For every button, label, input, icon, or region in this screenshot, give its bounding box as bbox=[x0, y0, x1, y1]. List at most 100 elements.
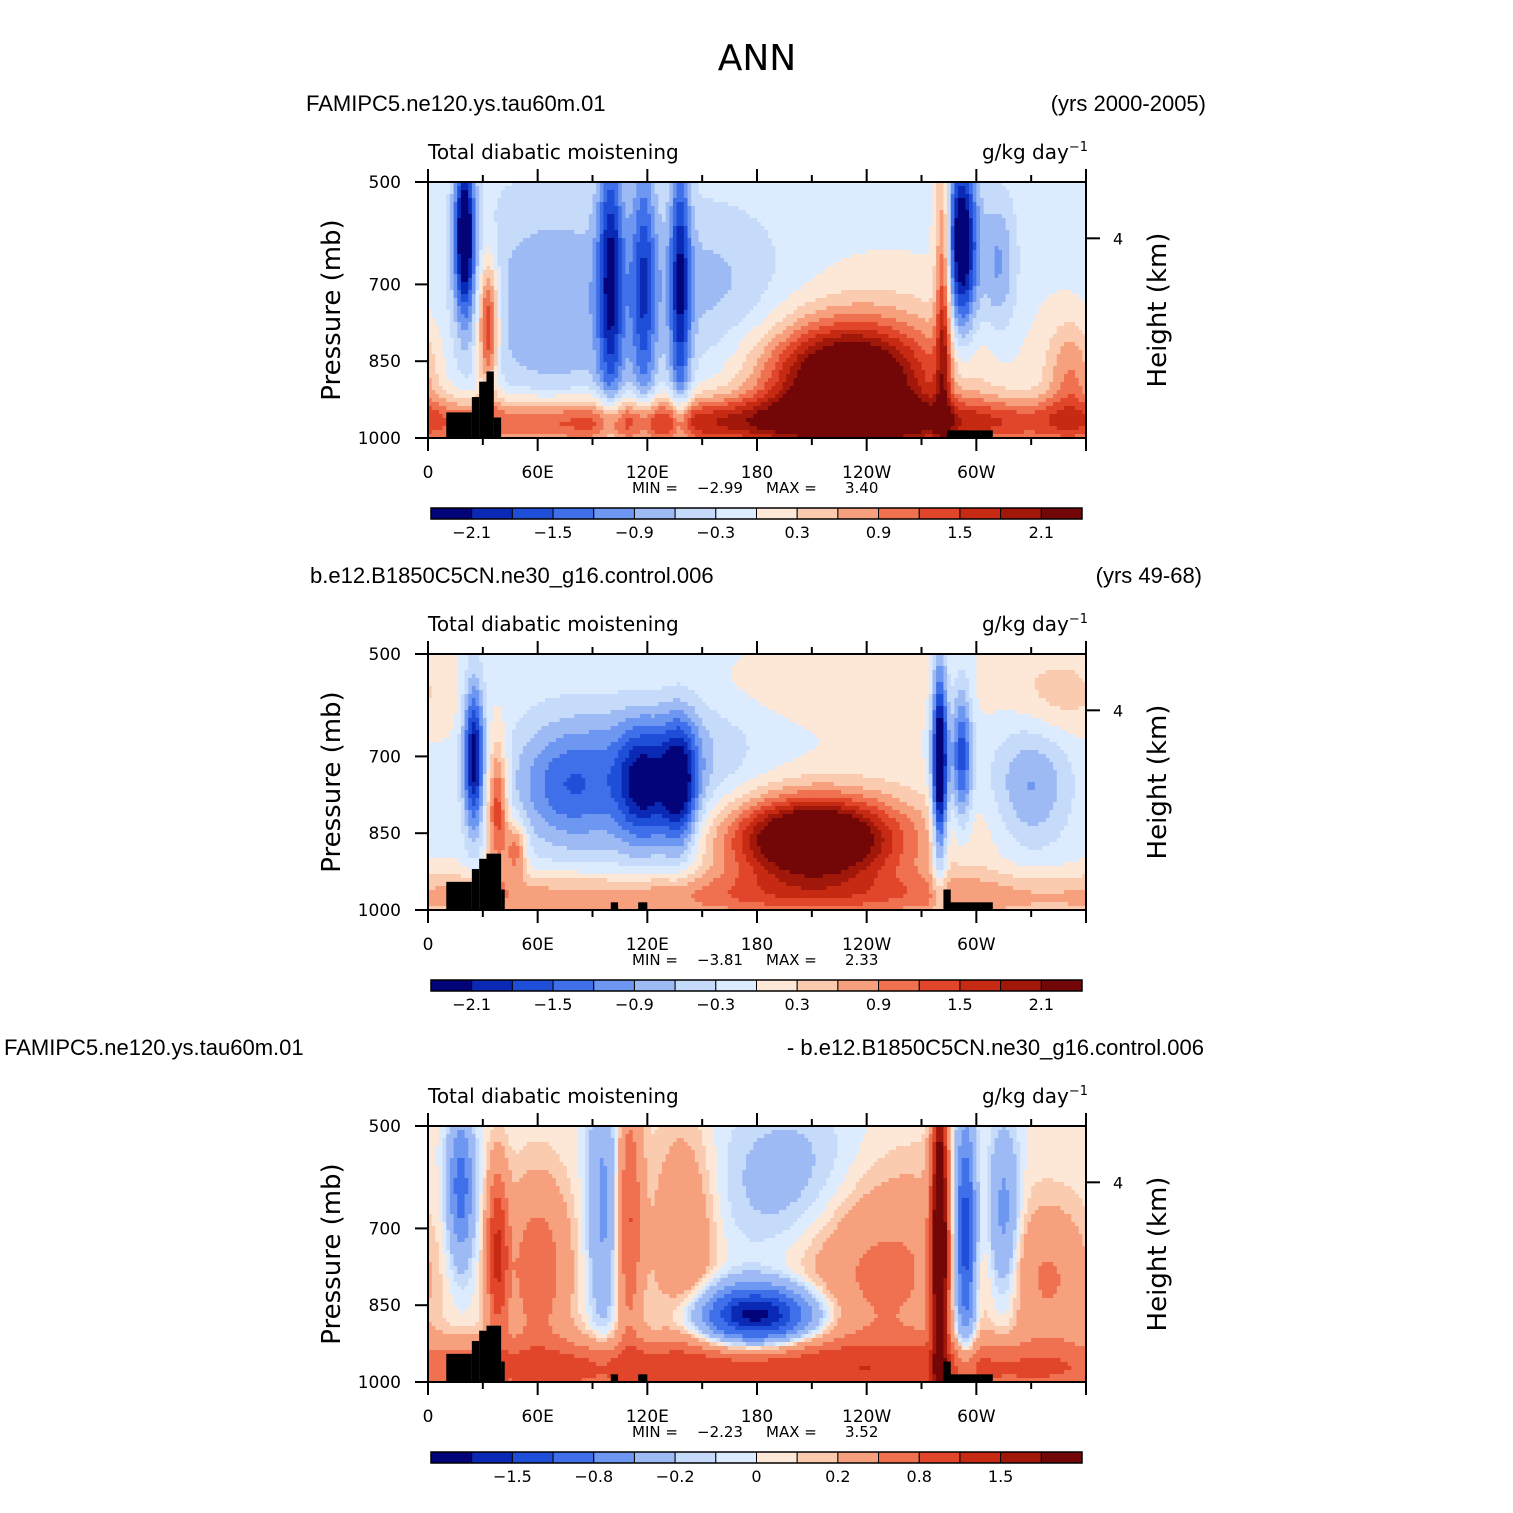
field-cell bbox=[512, 290, 517, 295]
field-cell bbox=[965, 190, 970, 195]
field-cell bbox=[1023, 250, 1029, 255]
field-cell bbox=[720, 242, 725, 247]
field-cell bbox=[698, 242, 703, 247]
field-cell bbox=[658, 282, 663, 287]
field-cell bbox=[1082, 266, 1086, 271]
field-cell bbox=[614, 206, 619, 211]
field-cell bbox=[1031, 238, 1036, 243]
field-cell bbox=[640, 230, 645, 235]
field-cell bbox=[625, 206, 630, 211]
field-cell bbox=[475, 290, 480, 295]
field-cell bbox=[428, 206, 433, 211]
field-cell bbox=[453, 202, 458, 207]
field-cell bbox=[534, 210, 539, 215]
field-cell bbox=[599, 206, 605, 211]
field-cell bbox=[833, 182, 839, 187]
field-cell bbox=[767, 218, 773, 223]
field-cell bbox=[1060, 194, 1065, 199]
field-cell bbox=[1082, 206, 1086, 211]
field-cell bbox=[585, 286, 590, 291]
field-cell bbox=[746, 238, 751, 243]
field-cell bbox=[746, 262, 751, 267]
field-cell bbox=[972, 246, 977, 251]
field-cell bbox=[570, 282, 575, 287]
field-cell bbox=[446, 206, 451, 211]
field-cell bbox=[442, 254, 447, 259]
field-cell bbox=[493, 250, 499, 255]
field-cell bbox=[672, 250, 678, 255]
field-cell bbox=[1027, 242, 1032, 247]
field-cell bbox=[830, 282, 835, 287]
field-cell bbox=[724, 234, 729, 239]
field-cell bbox=[1042, 246, 1047, 251]
field-cell bbox=[632, 246, 637, 251]
field-cell bbox=[665, 254, 670, 259]
field-cell bbox=[1078, 282, 1083, 287]
field-cell bbox=[731, 254, 736, 259]
field-cell bbox=[603, 186, 608, 191]
field-cell bbox=[870, 206, 875, 211]
field-cell bbox=[705, 210, 711, 215]
field-cell bbox=[526, 258, 531, 263]
field-cell bbox=[757, 286, 762, 291]
field-cell bbox=[672, 206, 678, 211]
field-cell bbox=[950, 254, 955, 259]
field-cell bbox=[757, 214, 762, 219]
field-cell bbox=[449, 198, 455, 203]
field-cell bbox=[548, 234, 553, 239]
field-cell bbox=[990, 262, 996, 267]
field-cell bbox=[906, 274, 912, 279]
field-cell bbox=[789, 214, 795, 219]
field-cell bbox=[844, 254, 849, 259]
field-cell bbox=[866, 182, 871, 187]
field-cell bbox=[632, 266, 637, 271]
field-cell bbox=[680, 278, 685, 283]
field-cell bbox=[848, 262, 853, 267]
field-cell bbox=[1082, 234, 1086, 239]
field-cell bbox=[559, 222, 564, 227]
field-cell bbox=[939, 230, 945, 235]
field-cell bbox=[607, 254, 612, 259]
field-cell bbox=[775, 278, 780, 283]
field-cell bbox=[493, 190, 499, 195]
field-cell bbox=[1009, 218, 1014, 223]
field-cell bbox=[771, 222, 776, 227]
field-cell bbox=[954, 190, 959, 195]
field-cell bbox=[1012, 266, 1018, 271]
field-cell bbox=[596, 234, 601, 239]
field-cell bbox=[969, 274, 974, 279]
field-cell bbox=[683, 222, 689, 227]
field-cell bbox=[1045, 270, 1051, 275]
field-cell bbox=[1027, 222, 1032, 227]
field-cell bbox=[501, 182, 506, 187]
field-cell bbox=[837, 250, 842, 255]
field-cell bbox=[976, 202, 981, 207]
field-cell bbox=[903, 190, 908, 195]
field-cell bbox=[581, 214, 586, 219]
field-cell bbox=[950, 182, 955, 187]
field-cell bbox=[493, 290, 499, 295]
field-cell bbox=[910, 206, 915, 211]
field-cell bbox=[947, 230, 952, 235]
field-cell bbox=[548, 238, 553, 243]
field-cell bbox=[457, 262, 462, 267]
field-cell bbox=[789, 278, 795, 283]
field-cell bbox=[588, 286, 594, 291]
field-cell bbox=[844, 250, 849, 255]
field-cell bbox=[800, 290, 806, 295]
field-cell bbox=[515, 202, 520, 207]
field-cell bbox=[800, 274, 806, 279]
field-cell bbox=[928, 234, 934, 239]
field-cell bbox=[760, 230, 765, 235]
field-cell bbox=[493, 254, 499, 259]
field-cell bbox=[1023, 206, 1029, 211]
field-cell bbox=[599, 274, 605, 279]
field-cell bbox=[815, 210, 820, 215]
field-cell bbox=[852, 218, 857, 223]
field-cell bbox=[899, 282, 904, 287]
field-cell bbox=[1001, 250, 1007, 255]
field-cell bbox=[760, 190, 765, 195]
field-cell bbox=[771, 194, 776, 199]
field-cell bbox=[932, 186, 937, 191]
field-cell bbox=[1053, 254, 1058, 259]
